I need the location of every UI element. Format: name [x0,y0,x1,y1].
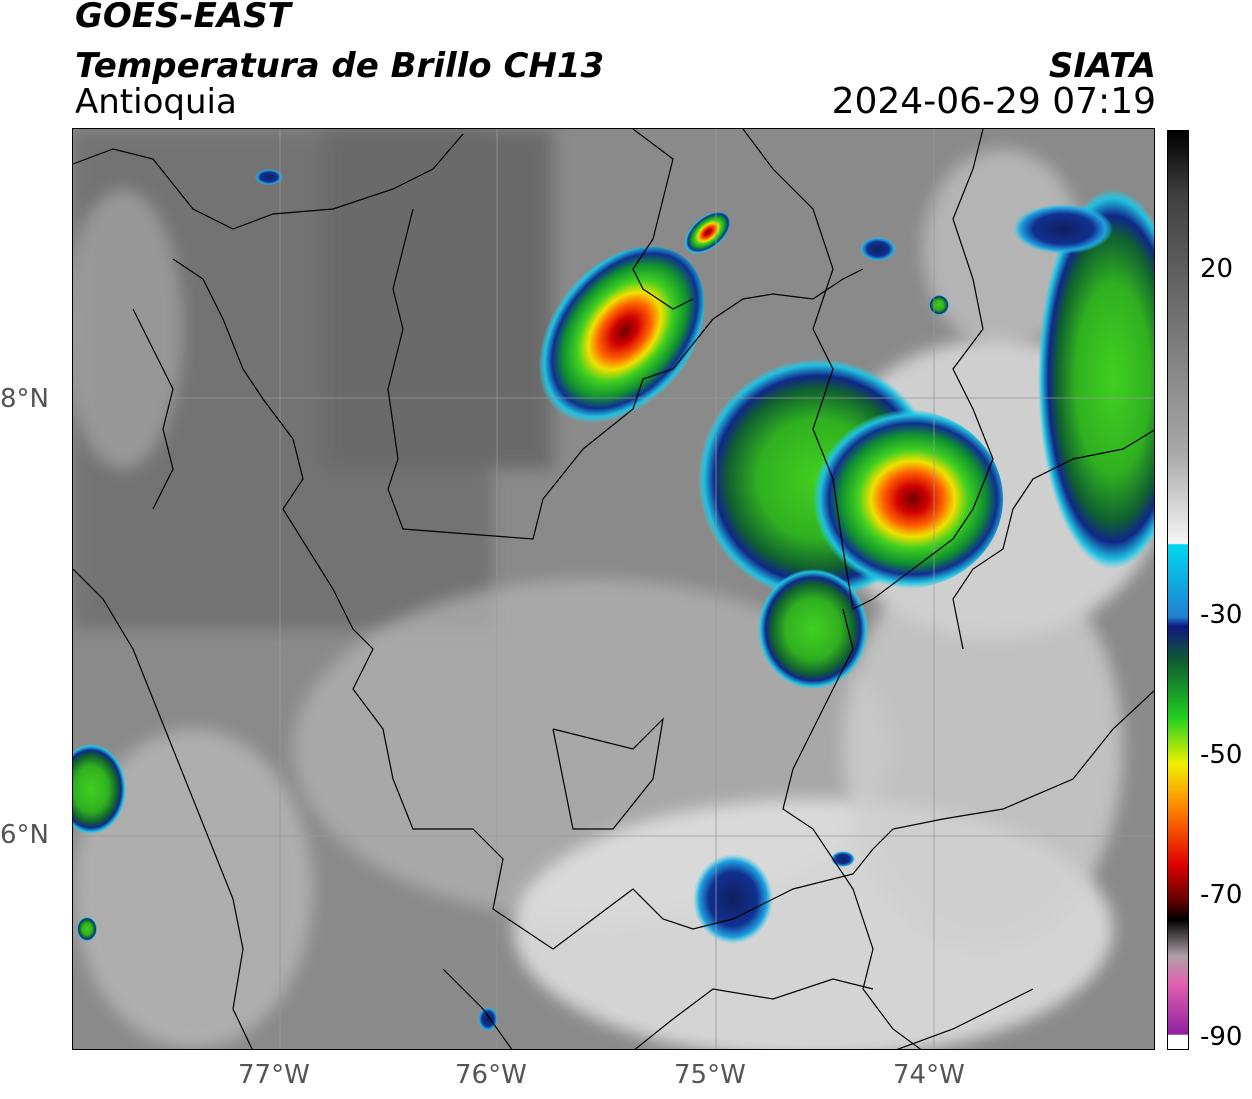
region-label: Antioquia [75,82,237,122]
lon-label-75w: 75°W [674,1060,746,1090]
colorbar-tick-minus50: -50 [1200,740,1243,770]
satellite-title: GOES-EAST [75,0,291,36]
map-canvas [73,129,1154,1049]
colorbar-tick-minus70: -70 [1200,880,1243,910]
lon-label-76w: 76°W [455,1060,527,1090]
satellite-map[interactable] [72,128,1155,1050]
lat-label-8n: 8°N [0,384,49,414]
lat-label-6n: 6°N [0,820,49,850]
colorbar-tick-20: 20 [1200,254,1234,284]
lon-label-74w: 74°W [893,1060,965,1090]
colorbar-tick-minus90: -90 [1200,1022,1243,1052]
temperature-colorbar [1167,130,1189,1050]
lon-label-77w: 77°W [238,1060,310,1090]
storm-cell-nw [531,246,705,432]
product-title: Temperatura de Brillo CH13 [75,46,605,86]
colorbar-gradient [1168,131,1188,1048]
colorbar-tick-minus30: -30 [1200,600,1243,630]
datetime-label: 2024-06-29 07:19 [831,81,1156,122]
org-label: SIATA [1048,46,1156,86]
